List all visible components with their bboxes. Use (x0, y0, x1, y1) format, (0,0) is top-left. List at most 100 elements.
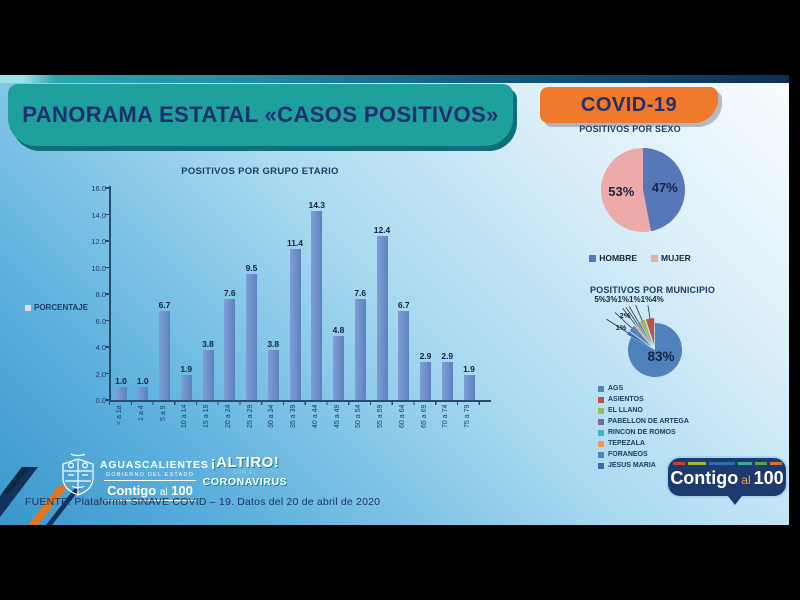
legend-label-pabellon-de-artega: PABELLON DE ARTEGA (608, 418, 689, 425)
x-axis-ticks (109, 402, 491, 405)
x-axis-line (109, 400, 491, 402)
bar-70 a 74 (441, 361, 453, 400)
bar-value-label: 2.9 (441, 350, 454, 361)
logo-contigo: Contigo (670, 468, 739, 488)
x-tick-label: 65 a 69 (420, 405, 428, 429)
pie-slice-jesus-maria (627, 331, 651, 348)
y-tick-mark (105, 293, 109, 295)
logo-dash (754, 462, 767, 465)
page-title: PANORAMA ESTATAL «CASOS POSITIVOS» (22, 102, 499, 127)
bar-value-label: 3.8 (267, 338, 280, 349)
legend-item-ags: AGS (598, 383, 689, 394)
bar-5 a 9 (159, 311, 170, 400)
logo-100: 100 (753, 468, 784, 488)
bar-value-label: 1.0 (136, 375, 149, 386)
altiro-title: ¡ALTIRO! (210, 454, 280, 471)
bar-chart-title: POSITIVOS POR GRUPO ETARIO (181, 166, 339, 177)
legend-marker-porcentaje (25, 304, 31, 311)
legend-marker-asientos (598, 396, 604, 403)
y-tick-label: 8.0 (95, 290, 106, 299)
pie-label-mujer: 53% (608, 184, 634, 199)
legend-item-el-llano: EL LLANO (598, 405, 689, 416)
legend-marker-rincon-de-romos (598, 429, 604, 436)
legend-label-jesus-maria: JESUS MARIA (608, 462, 656, 469)
municipio-pie-legend: AGS ASIENTOS EL LLANO PABELLON DE ARTEGA RIN… (598, 383, 689, 471)
bar-value-label: 3.8 (202, 338, 214, 349)
legend-label-tepezala: TEPEZALA (608, 440, 645, 447)
x-tick-label: 50 a 54 (355, 405, 363, 429)
y-tick-mark (105, 240, 109, 242)
main-title-banner: PANORAMA ESTATAL «CASOS POSITIVOS» (8, 84, 513, 146)
y-tick-mark (105, 319, 109, 321)
callout-line-jesus maria (606, 318, 632, 336)
y-tick-mark (105, 372, 109, 374)
government-logo-block: AGUASCALIENTES GOBIERNO DEL ESTADO Conti… (100, 459, 209, 503)
logo-dash (769, 462, 782, 465)
bar-30 a 34 (267, 349, 279, 400)
legend-marker-jesus-maria (598, 462, 604, 469)
y-tick-label: 12.0 (91, 237, 106, 246)
altiro-coronavirus-label: CORONAVIRUS (202, 476, 288, 488)
altiro-subtitle: CON EL (232, 470, 258, 476)
bar-55 a 59 (376, 235, 388, 400)
legend-label-hombre: HOMBRE (599, 253, 637, 263)
x-tick-label: 75 a 79 (464, 405, 471, 429)
municipio-pie-title: POSITIVOS POR MUNICIPIO (589, 285, 716, 295)
pie-small-labels-top: 5%3%1%1%1%4% (594, 295, 663, 304)
x-tick-label: 20 a 24 (224, 405, 232, 429)
y-tick-label: 4.0 (95, 343, 106, 352)
bar-value-label: 1.9 (463, 363, 475, 374)
pie-small-label-left-1: 2% (620, 311, 631, 320)
bar-value-label: 7.6 (354, 288, 367, 299)
divider (104, 480, 196, 481)
legend-label-porcentaje: PORCENTAJE (34, 303, 89, 312)
legend-item-tepezala: TEPEZALA (598, 438, 689, 449)
x-tick-label: 15 a 19 (203, 405, 210, 429)
x-tick-label: 45 a 49 (333, 405, 341, 429)
bar-75 a 79 (463, 374, 475, 400)
bar-value-label: 4.8 (332, 325, 345, 336)
contigo-al-100-logo: Contigo al 100 (668, 458, 786, 496)
bar-50 a 54 (354, 299, 366, 400)
x-tick-label: 25 a 29 (246, 405, 254, 429)
pie-slice-mujer (601, 148, 651, 232)
callout-line-tepezala (622, 308, 639, 329)
altiro-coronavirus-logo: ¡ALTIRO! CON EL CORONAVIRUS (200, 454, 290, 488)
bar-40 a 44 (311, 210, 323, 400)
top-gradient-bar (0, 75, 789, 83)
legend-marker-foraneos (598, 451, 604, 458)
bar-20 a 24 (224, 299, 236, 400)
logo-dash (672, 462, 685, 465)
bar-value-label: 2.9 (419, 350, 432, 361)
pie-label-hombre: 47% (652, 180, 678, 195)
x-tick-label: 10 a 14 (181, 405, 189, 429)
gov-sub-label: GOBIERNO DEL ESTADO (105, 472, 195, 478)
y-tick-mark (105, 187, 109, 189)
x-tick-label: 30 a 34 (268, 405, 276, 429)
data-source-caption: FUENTE. Plataforma SINAVE COVID – 19. Da… (25, 496, 381, 508)
logo-dash (737, 462, 752, 465)
covid-banner: COVID-19 (540, 87, 718, 123)
sexo-pie-title: POSITIVOS POR SEXO (579, 124, 681, 134)
bar-45 a 49 (333, 336, 344, 400)
legend-item-asientos: ASIENTOS (598, 394, 689, 405)
pie-slice-asientos (645, 318, 655, 346)
pie-slice-rincon-de-romos (636, 323, 653, 346)
legend-label-ags: AGS (608, 385, 624, 392)
bar-chart-legend: PORCENTAJE (25, 303, 88, 312)
bar-value-label: 1.0 (115, 375, 127, 386)
diagonal-stripes-decoration (0, 467, 80, 525)
logo-al: al (741, 473, 751, 487)
callout-line-foraneos (614, 312, 635, 332)
gov-slogan-100: 100 (171, 483, 193, 498)
bar-25 a 29 (246, 274, 257, 400)
legend-marker-ags (598, 385, 604, 392)
y-tick-label: 16.0 (91, 184, 106, 193)
legend-item-rincon-de-romos: RINCON DE ROMOS (598, 427, 689, 438)
legend-label-rincon-de-romos: RINCON DE ROMOS (608, 429, 676, 436)
bar-value-label: 14.3 (308, 199, 326, 210)
bar-chart-positivos-grupo-etario: POSITIVOS POR GRUPO ETARIO 0.0 2.0 4.0 6.0 8… (85, 160, 505, 460)
logo-dash (687, 462, 706, 465)
pie-slice-tepezala (634, 324, 652, 347)
gov-name-label: AGUASCALIENTES (100, 459, 209, 471)
